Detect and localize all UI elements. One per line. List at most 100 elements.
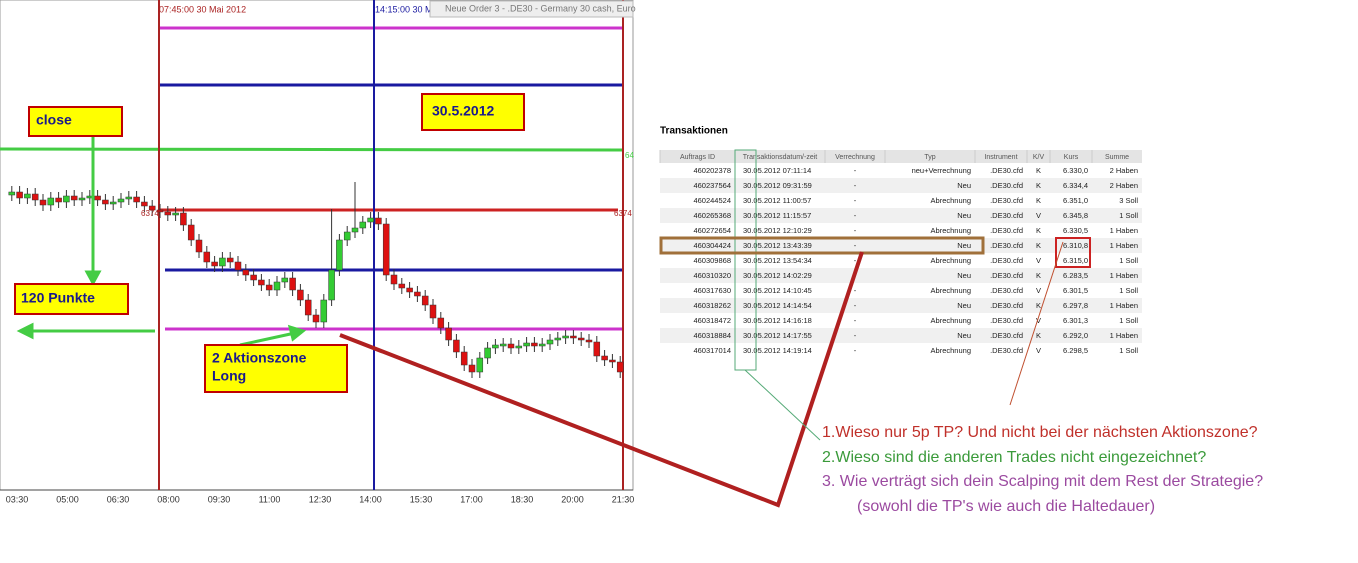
candle	[148, 205, 156, 211]
candle	[63, 195, 70, 203]
candle	[16, 191, 23, 199]
table-row	[660, 298, 1142, 313]
table-cell: 30.05.2012 14:19:14	[743, 346, 812, 355]
x-tick-label: 06:30	[107, 494, 130, 504]
candle	[445, 327, 452, 341]
candle	[562, 335, 569, 339]
table-cell: 460309868	[693, 256, 731, 265]
pointer	[1009, 241, 1064, 406]
x-tick-label: 05:00	[56, 494, 79, 504]
table-cell: 6.330,5	[1063, 226, 1088, 235]
table-row	[660, 283, 1142, 298]
table-cell: K	[1036, 271, 1041, 280]
table-cell: .DE30.cfd	[990, 301, 1023, 310]
table-cell: K	[1036, 196, 1041, 205]
question: 1.Wieso nur 5p TP? Und nicht bei der näc…	[822, 424, 1258, 441]
table-cell: -	[854, 241, 857, 250]
table-cell: Abrechnung	[931, 226, 971, 235]
candle	[538, 343, 546, 347]
candle	[102, 199, 109, 205]
table-cell: 460318262	[693, 301, 731, 310]
arrows	[16, 137, 307, 347]
table-cell: 6.351,0	[1063, 196, 1088, 205]
candle	[258, 279, 265, 286]
table-cell: .DE30.cfd	[990, 331, 1023, 340]
table-cell: Neu	[957, 241, 971, 250]
table-cell: .DE30.cfd	[990, 346, 1023, 355]
column-header: Verrechnung	[835, 154, 875, 161]
table-row	[660, 193, 1142, 208]
table-cell: .DE30.cfd	[990, 196, 1023, 205]
header-label: 14:15:00 30 Mai 2012	[375, 4, 462, 14]
table-title: Transaktionen	[660, 126, 728, 137]
candle	[195, 239, 203, 253]
table-cell: V	[1036, 316, 1041, 325]
table-cell: V	[1036, 256, 1041, 265]
candle	[390, 274, 398, 285]
candles	[8, 182, 624, 378]
highlight	[659, 236, 985, 255]
candle	[359, 221, 367, 229]
header-label: 07:45:00 30 Mai 2012	[159, 4, 246, 14]
table-cell: 6.301,5	[1063, 286, 1088, 295]
candle	[281, 277, 289, 283]
table-cell: .DE30.cfd	[990, 286, 1023, 295]
table-cell: 6.298,5	[1063, 346, 1088, 355]
candle	[570, 335, 577, 339]
question: 3. Wie verträgt sich dein Scalping mit d…	[822, 473, 1263, 490]
column-header: Summe	[1105, 154, 1129, 161]
candle	[125, 196, 133, 200]
table-cell: K	[1036, 331, 1041, 340]
table-cell: 6.297,8	[1063, 301, 1088, 310]
box	[421, 93, 525, 131]
candle	[156, 209, 164, 213]
table-cell: V	[1036, 346, 1041, 355]
table-cell: Neu	[957, 211, 971, 220]
table-cell: Abrechnung	[931, 286, 971, 295]
table-row	[660, 328, 1142, 343]
candle	[351, 227, 359, 233]
table-row	[660, 223, 1142, 238]
candle	[304, 299, 312, 316]
candle	[554, 337, 562, 341]
table-cell: 2 Haben	[1110, 166, 1138, 175]
annotation: Long	[212, 368, 246, 384]
candle	[94, 195, 101, 201]
candle	[499, 343, 507, 347]
candle	[437, 317, 445, 329]
x-tick-label: 11:00	[259, 494, 281, 504]
price-label: 6374	[141, 209, 159, 218]
candle	[453, 339, 460, 353]
table-cell: -	[854, 256, 857, 265]
table-cell: -	[854, 331, 857, 340]
column-header: Instrument	[984, 154, 1017, 161]
header-label: Neue Order 3 - .DE30 - Germany 30 cash, …	[445, 3, 636, 13]
table-cell: 460317014	[693, 346, 731, 355]
table-cell: K	[1036, 301, 1041, 310]
table-cell: 6.345,8	[1063, 211, 1088, 220]
table-row	[660, 343, 1142, 358]
candle	[242, 269, 250, 276]
table-cell: 30.05.2012 14:16:18	[743, 316, 812, 325]
candle	[226, 257, 234, 263]
candle	[421, 295, 429, 306]
candle	[211, 261, 218, 267]
candle	[172, 212, 179, 216]
question: (sowohl die TP's wie auch die Haltedauer…	[857, 498, 1155, 515]
table-cell: .DE30.cfd	[990, 226, 1023, 235]
table-cell: -	[854, 301, 857, 310]
candle	[414, 291, 421, 297]
candle	[133, 196, 140, 203]
table-cell: 1 Haben	[1110, 241, 1138, 250]
annotation: 2 Aktionszone	[212, 350, 307, 366]
table-cell: Neu	[957, 181, 971, 190]
candle	[476, 357, 484, 373]
candle	[336, 239, 343, 271]
table-cell: 30.05.2012 14:02:29	[743, 271, 812, 280]
table-cell: .DE30.cfd	[990, 181, 1023, 190]
column-header: K/V	[1033, 154, 1045, 161]
table-row	[660, 208, 1142, 223]
table-cell: .DE30.cfd	[990, 316, 1023, 325]
candle	[585, 339, 593, 343]
table-cell: 30.05.2012 14:17:55	[743, 331, 812, 340]
